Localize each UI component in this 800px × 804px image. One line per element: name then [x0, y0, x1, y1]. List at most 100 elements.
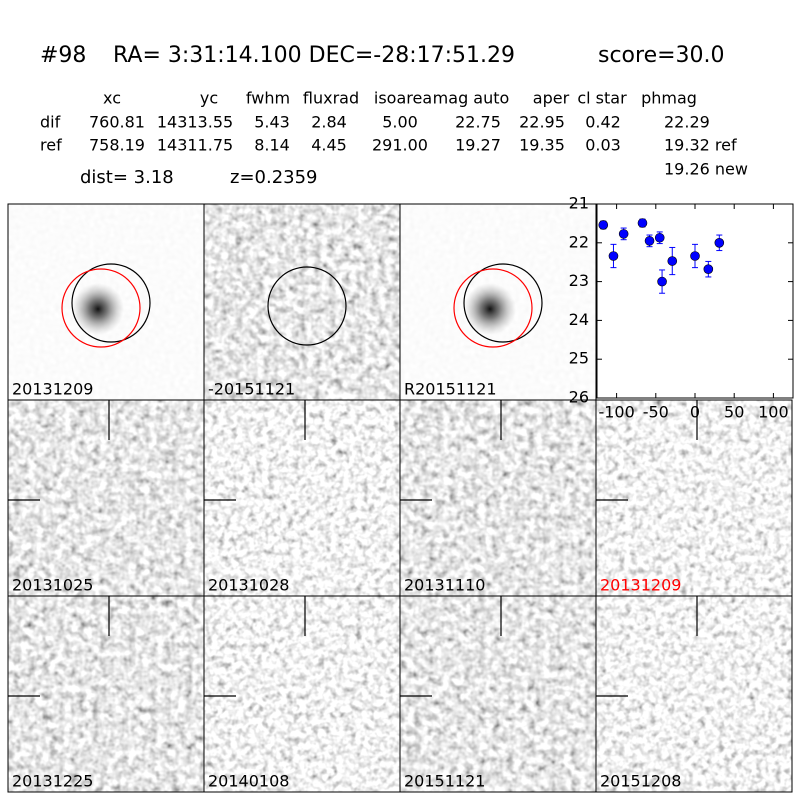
- table-cell: 0.42: [585, 113, 621, 132]
- distance: dist= 3.18: [80, 167, 174, 188]
- y-tick-label: 25: [569, 349, 589, 368]
- row-label: ref: [40, 136, 62, 155]
- table-cell: 19.32 ref: [664, 136, 737, 155]
- stamp: 20151208: [595, 595, 793, 793]
- data-point: [637, 218, 648, 228]
- parameter-table: xc yc fwhm fluxrad isoarea mag auto aper cl sta…: [40, 89, 748, 179]
- stamp-label: 20131209: [12, 380, 93, 399]
- stamp-image: [204, 400, 400, 596]
- y-tick-label: 21: [569, 194, 589, 213]
- table-cell: 19.35: [519, 136, 565, 155]
- score: score=30.0: [598, 43, 725, 68]
- x-tick-label: 50: [724, 403, 744, 422]
- y-tick-label: 26: [569, 388, 589, 407]
- stamp: -20151121: [203, 203, 401, 401]
- plot-area: [596, 203, 794, 399]
- table-cell: 0.03: [585, 136, 621, 155]
- x-tick-label: 0: [690, 403, 700, 422]
- stamp-image: [8, 596, 204, 792]
- stamp: 20151121: [399, 595, 597, 793]
- y-tick-label: 22: [569, 232, 589, 251]
- coordinates: RA= 3:31:14.100 DEC=-28:17:51.29: [113, 43, 515, 68]
- stamp: R20151121: [399, 203, 597, 401]
- x-tick-label: 100: [758, 403, 789, 422]
- stamp-frame: [595, 595, 793, 793]
- stamp-image: [400, 596, 596, 792]
- stamp: 20131225: [7, 595, 205, 793]
- table-cell: 2.84: [311, 113, 347, 132]
- aperture-ref: [71, 263, 151, 343]
- x-tick-label: -100: [598, 403, 634, 422]
- data-point: [618, 229, 629, 239]
- stamp-label: R20151121: [404, 380, 497, 399]
- column-header: aper: [533, 89, 570, 108]
- stamp-label: 20151121: [404, 772, 485, 791]
- source-blob: [464, 283, 516, 335]
- aperture-new: [453, 268, 533, 348]
- table-cell: 14313.55: [157, 113, 233, 132]
- stamp-label: 20131025: [12, 576, 93, 595]
- stamp-image: [596, 596, 792, 792]
- stamp-image: [204, 204, 400, 400]
- column-header: phmag: [641, 89, 697, 108]
- table-cell: 14311.75: [157, 136, 233, 155]
- column-header: fluxrad: [303, 89, 359, 108]
- table-cell: 291.00: [372, 136, 428, 155]
- table-note: 19.26 new: [664, 160, 748, 179]
- stamp-label: 20131209: [600, 576, 681, 595]
- data-point: [703, 264, 714, 274]
- stamp-label: 20131028: [208, 576, 289, 595]
- stamp-label: 20131110: [404, 576, 485, 595]
- data-point: [657, 276, 667, 287]
- aperture-ref: [463, 263, 543, 343]
- aperture-ref: [267, 266, 347, 346]
- table-cell: 22.29: [664, 113, 710, 132]
- data-point: [667, 256, 678, 266]
- stamp-image: [400, 400, 596, 596]
- table-cell: 758.19: [89, 136, 145, 155]
- data-point: [598, 220, 609, 230]
- aperture-new: [61, 268, 141, 348]
- column-header: cl star: [577, 89, 627, 108]
- stamp-label: 20151208: [600, 772, 681, 791]
- column-header: mag auto: [433, 89, 510, 108]
- table-cell: 22.95: [519, 113, 565, 132]
- y-tick-label: 24: [569, 310, 589, 329]
- x-tick-label: -50: [643, 403, 669, 422]
- stamp: 20140108: [203, 595, 401, 793]
- stamp: 20131025: [7, 399, 205, 597]
- stamp: 20131209: [7, 203, 205, 401]
- stamp: 20131110: [399, 399, 597, 597]
- stamp-image: [8, 400, 204, 596]
- stamp-image: [204, 596, 400, 792]
- data-point: [608, 251, 619, 261]
- stamp-label: -20151121: [208, 380, 295, 399]
- source-blob: [72, 283, 124, 335]
- data-point: [654, 232, 665, 243]
- table-cell: 4.45: [311, 136, 347, 155]
- data-point: [714, 238, 725, 248]
- row-label: dif: [40, 113, 61, 132]
- object-id: #98: [40, 43, 86, 68]
- light-curve: 21 22 23 24 25 26 -100 -50 0 50 100: [569, 194, 794, 422]
- data-point: [644, 236, 655, 246]
- table-cell: 5.43: [254, 113, 290, 132]
- y-tick-label: 23: [569, 271, 589, 290]
- data-point: [690, 251, 700, 261]
- column-header: yc: [200, 89, 218, 108]
- redshift: z=0.2359: [230, 167, 318, 188]
- table-cell: 5.00: [382, 113, 418, 132]
- table-cell: 19.27: [455, 136, 501, 155]
- column-header: isoarea: [374, 89, 432, 108]
- stamp-image: [596, 400, 792, 596]
- column-header: xc: [103, 89, 121, 108]
- stamp: 20131028: [203, 399, 401, 597]
- column-header: fwhm: [246, 89, 290, 108]
- stamp-label: 20140108: [208, 772, 289, 791]
- table-cell: 8.14: [254, 136, 290, 155]
- stamp: 20131209: [595, 399, 793, 597]
- stamp-grid: 20131209 -20151121 R20151121 20131025 201310…: [7, 203, 793, 793]
- stamp-label: 20131225: [12, 772, 93, 791]
- table-cell: 22.75: [455, 113, 501, 132]
